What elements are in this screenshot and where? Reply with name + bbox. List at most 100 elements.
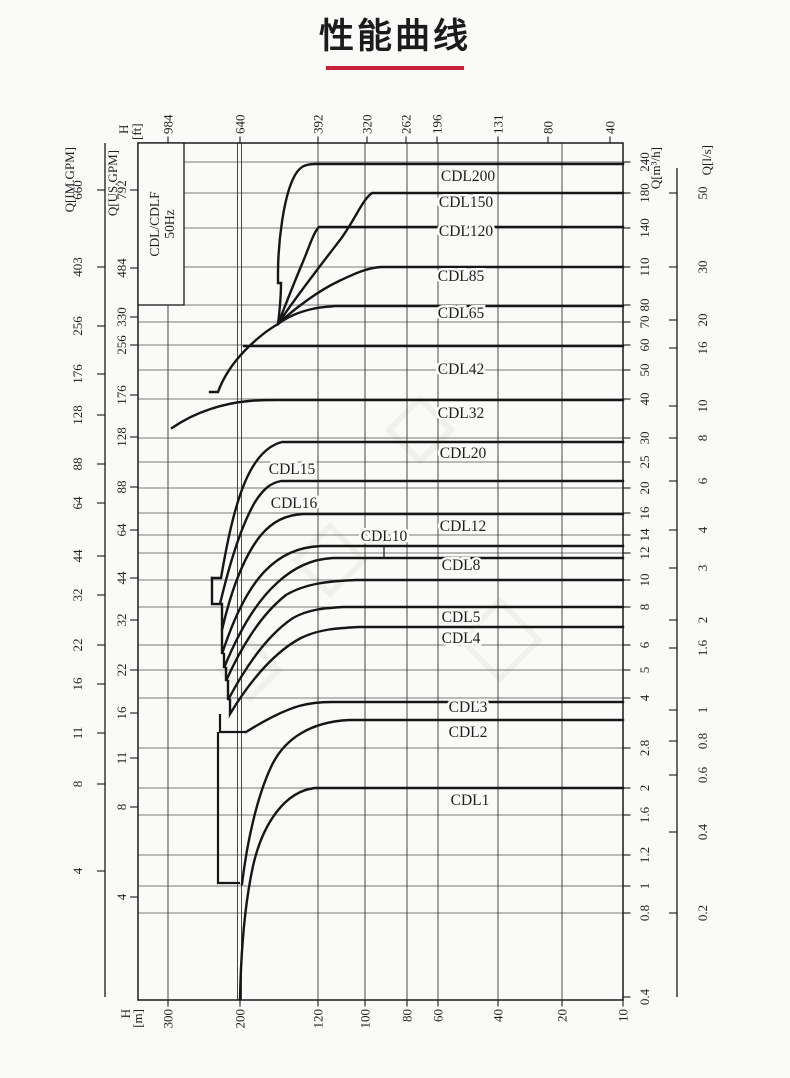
svg-text:1: 1	[695, 707, 710, 714]
svg-text:2: 2	[695, 617, 710, 624]
svg-text:22: 22	[114, 664, 129, 677]
svg-text:200: 200	[233, 1009, 248, 1029]
svg-text:80: 80	[400, 1009, 415, 1022]
svg-text:256: 256	[114, 335, 129, 355]
svg-text:12: 12	[637, 547, 652, 560]
svg-text:0.4: 0.4	[637, 988, 652, 1005]
svg-text:792: 792	[114, 180, 129, 200]
title-block: 性能曲线	[0, 0, 790, 70]
curve-label-cdl12: CDL12	[440, 518, 487, 535]
curve-label-cdl20: CDL20	[440, 445, 487, 462]
curve-label-cdl200: CDL200	[441, 168, 496, 185]
svg-text:88: 88	[70, 458, 85, 471]
curve-cdl32	[170, 398, 625, 430]
svg-text:6: 6	[637, 641, 652, 648]
svg-text:330: 330	[114, 307, 129, 327]
svg-text:88: 88	[114, 481, 129, 494]
svg-text:Q[IM.GPM]: Q[IM.GPM]	[62, 147, 77, 212]
svg-text:4: 4	[695, 526, 710, 533]
curve-label-cdl32: CDL32	[438, 405, 485, 422]
svg-text:20: 20	[637, 482, 652, 495]
svg-text:392: 392	[311, 115, 326, 135]
curve-labels: CDL200 CDL150 CDL120 CDL85 CDL65 CDL42 CDL32 CD…	[266, 166, 498, 812]
svg-text:Q[l/s]: Q[l/s]	[699, 145, 714, 175]
svg-text:44: 44	[114, 571, 129, 585]
curve-label-cdl2: CDL2	[449, 724, 488, 741]
svg-text:8: 8	[695, 435, 710, 442]
svg-text:32: 32	[114, 614, 129, 627]
svg-text:4: 4	[70, 867, 85, 874]
svg-text:8: 8	[70, 781, 85, 788]
curve-label-cdl1: CDL1	[451, 792, 490, 809]
svg-text:4: 4	[114, 893, 129, 900]
svg-text:131: 131	[491, 115, 506, 135]
svg-text:0.4: 0.4	[695, 823, 710, 840]
svg-text:CDL/CDLF: CDL/CDLF	[147, 191, 162, 257]
svg-text:3: 3	[695, 565, 710, 572]
svg-text:300: 300	[161, 1009, 176, 1029]
watermark	[217, 394, 544, 703]
v-gridlines	[167, 143, 563, 1000]
curve-cdl120	[276, 225, 625, 326]
svg-text:H: H	[116, 125, 131, 134]
svg-text:20: 20	[555, 1009, 570, 1022]
curve-label-cdl3: CDL3	[449, 699, 488, 716]
svg-text:4: 4	[637, 694, 652, 701]
svg-text:10: 10	[695, 400, 710, 413]
curve-cdl1	[238, 786, 625, 1001]
curve-cdl200	[276, 162, 625, 326]
svg-text:320: 320	[360, 115, 375, 135]
svg-text:[m]: [m]	[130, 1009, 145, 1028]
curve-cdl150	[276, 191, 625, 326]
svg-text:8: 8	[114, 804, 129, 811]
svg-text:40: 40	[491, 1009, 506, 1022]
curve-cdl42	[208, 322, 625, 394]
curve-cdl10	[222, 556, 625, 669]
svg-text:120: 120	[311, 1009, 326, 1029]
svg-text:16: 16	[114, 706, 129, 720]
curve-label-cdl42: CDL42	[438, 361, 485, 378]
svg-text:6: 6	[695, 477, 710, 484]
svg-text:176: 176	[114, 385, 129, 405]
svg-text:44: 44	[70, 549, 85, 563]
svg-text:984: 984	[161, 114, 176, 134]
curve-label-cdl4: CDL4	[442, 630, 481, 647]
axis-titles: H[ft]H[m]Q[IM.GPM] Q[US.GPM] Q[m³/h] Q[l/s]	[62, 123, 714, 1027]
svg-text:H: H	[118, 1009, 133, 1018]
curve-label-cdl8: CDL8	[442, 557, 481, 574]
svg-text:0.6: 0.6	[695, 766, 710, 783]
svg-text:484: 484	[114, 258, 129, 278]
svg-text:60: 60	[431, 1009, 446, 1022]
svg-text:1.6: 1.6	[637, 806, 652, 823]
curve-cdl8	[224, 578, 625, 682]
svg-text:660: 660	[70, 180, 85, 200]
curve-label-cdl85: CDL85	[438, 268, 485, 285]
svg-text:16: 16	[695, 341, 710, 355]
svg-text:25: 25	[637, 456, 652, 469]
svg-text:Q[m³/h]: Q[m³/h]	[648, 147, 663, 189]
svg-text:11: 11	[114, 752, 129, 765]
svg-text:20: 20	[695, 314, 710, 327]
svg-text:80: 80	[541, 121, 556, 134]
svg-text:240: 240	[637, 152, 652, 172]
svg-text:0.8: 0.8	[695, 733, 710, 749]
title-underline	[326, 66, 464, 70]
svg-text:16: 16	[70, 677, 85, 691]
svg-text:50Hz: 50Hz	[162, 209, 177, 238]
svg-text:10: 10	[616, 1009, 631, 1022]
svg-text:1.2: 1.2	[637, 847, 652, 863]
curve-cdl15	[210, 479, 625, 606]
svg-text:70: 70	[637, 316, 652, 329]
axis-lines	[104, 143, 678, 997]
svg-text:0.8: 0.8	[637, 905, 652, 921]
svg-text:22: 22	[70, 639, 85, 652]
curve-cdl4	[228, 625, 625, 719]
plot-frame	[137, 142, 624, 1001]
curve-label-cdl150: CDL150	[439, 194, 494, 211]
svg-text:5: 5	[637, 667, 652, 674]
svg-text:196: 196	[430, 114, 445, 134]
svg-text:1.6: 1.6	[695, 639, 710, 656]
pump-curves	[170, 162, 625, 1001]
